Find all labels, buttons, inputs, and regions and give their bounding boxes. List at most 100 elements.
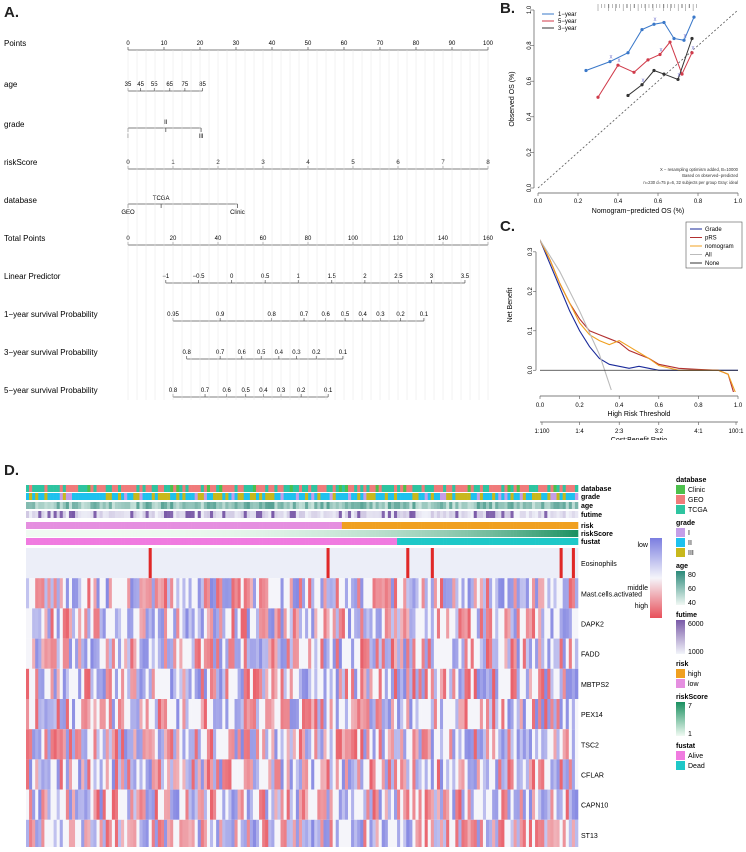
annotation-cell [219,538,223,545]
annotation-cell [47,511,51,518]
heatmap-cell [384,759,389,790]
series-line-3 [540,239,612,391]
heatmap-cell [504,759,508,790]
heatmap-cell [65,729,70,760]
heatmap-cell [550,608,554,639]
annotation-cell [35,502,39,509]
annotation-cell [216,502,220,509]
annotation-cell [495,485,499,492]
annotation-cell [289,530,294,537]
annotation-cell [424,485,429,492]
heatmap-cell [62,638,67,669]
heatmap-cell [311,578,315,609]
heatmap-cell [568,699,573,730]
heatmap-cell [216,819,220,850]
heatmap-cell [170,578,174,609]
annotation-cell [249,530,254,537]
heatmap-cell [237,668,241,699]
annotation-cell [344,502,349,509]
heatmap-cell [528,789,533,820]
heatmap-cell [118,699,122,730]
data-point [626,51,630,55]
heatmap-cell [286,608,291,639]
heatmap-cell [535,548,539,579]
heatmap-cell [256,699,260,730]
legend-title: database [676,477,706,484]
heatmap-cell [286,638,291,669]
heatmap-cell [335,699,340,730]
annotation-cell [292,511,297,518]
annotation-cell [476,511,481,518]
annotation-cell [516,485,521,492]
annotation-cell [173,493,177,500]
annotation-cell [50,522,54,529]
annotation-cell [522,530,527,537]
annotation-cell [185,538,189,545]
heatmap-cell [323,789,327,820]
annotation-cell [68,511,73,518]
heatmap-cell [452,608,456,639]
annotation-cell [252,538,257,545]
annotation-cell [256,511,260,518]
annotation-cell [532,502,536,509]
heatmap-cell [501,819,505,850]
resample-mark: x [642,78,645,84]
annotation-cell [476,530,481,537]
annotation-cell [191,530,195,537]
annotation-cell [114,511,119,518]
heatmap-cell [522,789,527,820]
annotation-cell [59,522,64,529]
heatmap-cell [338,789,343,820]
annotation-cell [354,522,358,529]
heatmap-cell [421,699,425,730]
annotation-cell [550,502,554,509]
annotation-cell [332,493,337,500]
heatmap-cell [538,789,542,820]
heatmap-cell [394,789,398,820]
annotation-cell [525,522,530,529]
annotation-cell [409,485,413,492]
heatmap-cell [357,578,361,609]
annotation-cell [332,511,337,518]
annotation-cell [133,530,137,537]
heatmap-cell [68,729,73,760]
x2-tick-label: 4:1 [694,429,703,435]
heatmap-cell [246,699,251,730]
heatmap-cell [532,729,536,760]
heatmap-cell [311,699,315,730]
annotation-cell [35,485,39,492]
heatmap-cell [516,548,521,579]
heatmap-cell [332,729,337,760]
annotation-cell [332,530,337,537]
heatmap-cell [213,578,217,609]
heatmap-cell [84,668,88,699]
annotation-cell [90,493,94,500]
legend-title: risk [676,661,689,668]
annotation-cell [194,493,199,500]
heatmap-cell [127,668,131,699]
heatmap-cell [68,668,73,699]
heatmap-cell [133,548,137,579]
annotation-cell [525,530,530,537]
nomogram-tick-label: −1 [162,274,170,280]
annotation-cell [528,530,533,537]
heatmap-cell [105,548,110,579]
heatmap-cell [446,699,450,730]
heatmap-cell [547,578,551,609]
heatmap-cell [473,608,478,639]
heatmap-cell [464,548,468,579]
heatmap-cell [440,789,444,820]
heatmap-cell [302,699,306,730]
heatmap-cell [400,578,404,609]
annotation-cell [464,538,468,545]
heatmap-cell [185,729,189,760]
heatmap-cell [387,789,392,820]
heatmap-cell [259,668,263,699]
heatmap-cell [305,789,309,820]
heatmap-cell [203,819,208,850]
annotation-cell [467,522,471,529]
heatmap-cell [154,578,159,609]
heatmap-cell [210,819,214,850]
heatmap-cell [335,638,340,669]
annotation-cell [38,522,42,529]
